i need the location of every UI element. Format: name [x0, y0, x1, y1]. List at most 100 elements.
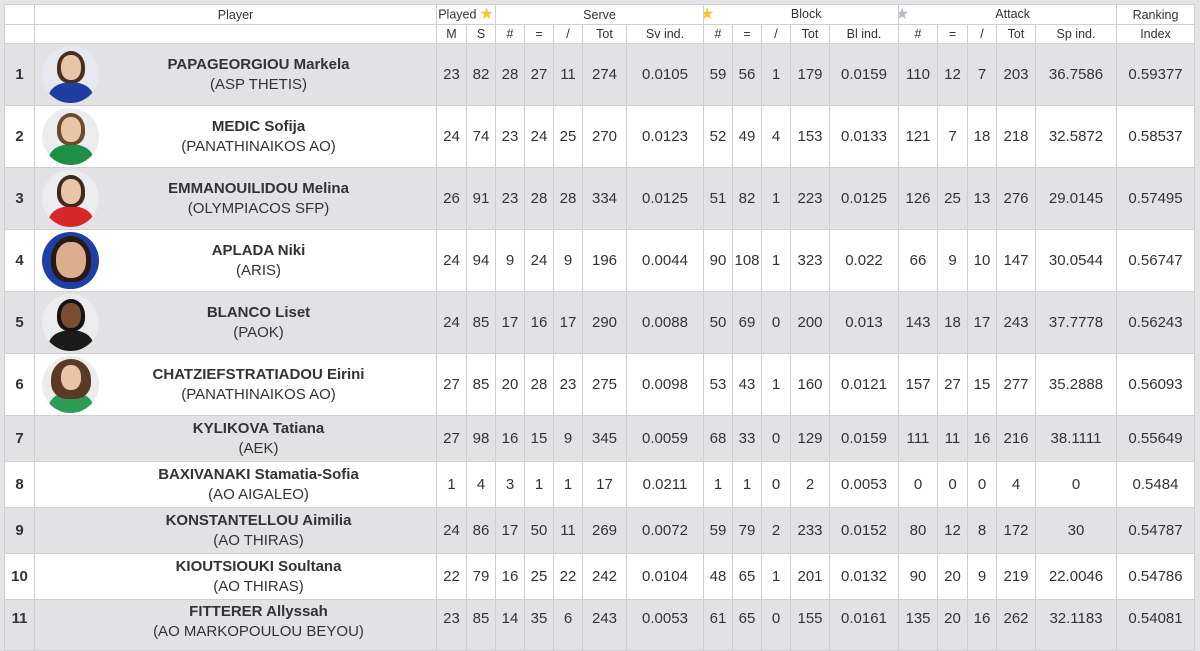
stat-at-eq: 7	[937, 105, 968, 168]
player-name[interactable]: KIOUTSIOUKI Soultana	[175, 557, 342, 575]
stat-sv-tot: 269	[582, 507, 627, 554]
table-row[interactable]: 3 EMMANOUILIDOU Melina (OLYMPIACOS SFP) 26 9…	[4, 167, 1195, 230]
stat-at-eq: 20	[937, 553, 968, 600]
player-name[interactable]: EMMANOUILIDOU Melina	[168, 179, 349, 197]
player-name[interactable]: CHATZIEFSTRATIADOU Eirini	[152, 365, 365, 383]
stat-sv-eq: 28	[524, 353, 554, 416]
table-row[interactable]: 9 KONSTANTELLOU Aimilia (AO THIRAS) 24 86 17 5…	[4, 507, 1195, 554]
table-row[interactable]: 7 KYLIKOVA Tatiana (AEK) 27 98 16 15 9 345 0.0059…	[4, 415, 1195, 462]
stat-bl-tot: 201	[790, 553, 830, 600]
table-body: 1 PAPAGEORGIOU Markela (ASP THETIS) 23 82 28 2…	[4, 43, 1195, 651]
header-played[interactable]: Played ★	[436, 4, 496, 25]
table-row[interactable]: 10 KIOUTSIOUKI Soultana (AO THIRAS) 22 79 16 2…	[4, 553, 1195, 600]
subheader-s[interactable]: S	[466, 24, 496, 44]
stat-bl-tot: 160	[790, 353, 830, 416]
player-name[interactable]: PAPAGEORGIOU Markela	[167, 55, 350, 73]
subheader-attack-eq[interactable]: =	[937, 24, 968, 44]
player-name[interactable]: KYLIKOVA Tatiana	[192, 419, 325, 437]
header-block-label: Block	[790, 6, 822, 21]
stat-at-eq: 27	[937, 353, 968, 416]
stat-sv-ind: 0.0105	[626, 43, 704, 106]
stat-m: 22	[436, 553, 467, 600]
stat-sv-sl: 28	[553, 167, 583, 230]
header-block[interactable]: ★ Block	[703, 4, 899, 25]
player-cell[interactable]: EMMANOUILIDOU Melina (OLYMPIACOS SFP)	[34, 167, 437, 230]
stat-bl-ind: 0.0132	[829, 553, 899, 600]
subheader-serve-ind[interactable]: Sv ind.	[626, 24, 704, 44]
table-row[interactable]: 11 FITTERER Allyssah (AO MARKOPOULOU BEYOU…	[4, 599, 1195, 651]
stat-bl-ind: 0.0125	[829, 167, 899, 230]
stat-bl-ind: 0.013	[829, 291, 899, 354]
stat-bl-ind: 0.0159	[829, 415, 899, 462]
stat-m: 24	[436, 291, 467, 354]
stat-index: 0.54081	[1116, 599, 1195, 651]
player-name[interactable]: BAXIVANAKI Stamatia-Sofia	[158, 465, 359, 483]
stat-sv-eq: 24	[524, 105, 554, 168]
header-ranking[interactable]: Ranking	[1116, 4, 1195, 25]
stat-bl-ind: 0.0121	[829, 353, 899, 416]
player-cell[interactable]: KYLIKOVA Tatiana (AEK)	[34, 415, 437, 462]
subheader-attack-tot[interactable]: Tot	[996, 24, 1036, 44]
subheader-index[interactable]: Index	[1116, 24, 1195, 44]
table-row[interactable]: 2 MEDIC Sofija (PANATHINAIKOS AO) 24 74 23 24 2…	[4, 105, 1195, 168]
stat-at-sl: 7	[967, 43, 997, 106]
player-ranking-table: Player Played★ Serve ★Block ★Attack Rank…	[4, 4, 1195, 651]
player-photo	[41, 108, 99, 165]
subheader-block-hash[interactable]: #	[703, 24, 733, 44]
stat-at-sl: 13	[967, 167, 997, 230]
player-cell[interactable]: KIOUTSIOUKI Soultana (AO THIRAS)	[34, 553, 437, 600]
subheader-attack-ind[interactable]: Sp ind.	[1035, 24, 1117, 44]
stat-m: 24	[436, 229, 467, 292]
subheader-block-slash[interactable]: /	[761, 24, 791, 44]
rank-cell: 2	[4, 105, 35, 168]
stat-at-sl: 9	[967, 553, 997, 600]
stat-sv-tot: 242	[582, 553, 627, 600]
stat-bl-hash: 68	[703, 415, 733, 462]
player-name[interactable]: MEDIC Sofija	[211, 117, 306, 135]
stat-sv-tot: 275	[582, 353, 627, 416]
player-cell[interactable]: BAXIVANAKI Stamatia-Sofia (AO AIGALEO)	[34, 461, 437, 508]
player-cell[interactable]: CHATZIEFSTRATIADOU Eirini (PANATHINAIKOS …	[34, 353, 437, 416]
stat-at-tot: 218	[996, 105, 1036, 168]
header-serve[interactable]: Serve	[495, 4, 704, 25]
player-name[interactable]: KONSTANTELLOU Aimilia	[165, 511, 352, 529]
header-player[interactable]: Player	[34, 4, 437, 25]
stat-at-eq: 11	[937, 415, 968, 462]
subheader-block-ind[interactable]: Bl ind.	[829, 24, 899, 44]
player-photo	[41, 46, 99, 103]
player-name[interactable]: FITTERER Allyssah	[189, 603, 328, 620]
player-name[interactable]: APLADA Niki	[211, 241, 306, 259]
subheader-serve-hash[interactable]: #	[495, 24, 525, 44]
stat-at-tot: 243	[996, 291, 1036, 354]
table-row[interactable]: 6 CHATZIEFSTRATIADOU Eirini (PANATHINAIKOS…	[4, 353, 1195, 416]
stat-at-eq: 12	[937, 43, 968, 106]
player-cell[interactable]: KONSTANTELLOU Aimilia (AO THIRAS)	[34, 507, 437, 554]
table-row[interactable]: 5 BLANCO Liset (PAOK) 24 85 17 16 17 290 0.0088 50…	[4, 291, 1195, 354]
player-cell[interactable]: BLANCO Liset (PAOK)	[34, 291, 437, 354]
stat-s: 74	[466, 105, 496, 168]
rank-cell: 1	[4, 43, 35, 106]
table-row[interactable]: 1 PAPAGEORGIOU Markela (ASP THETIS) 23 82 28 2…	[4, 43, 1195, 106]
player-cell[interactable]: APLADA Niki (ARIS)	[34, 229, 437, 292]
subheader-attack-hash[interactable]: #	[898, 24, 938, 44]
stat-at-hash: 80	[898, 507, 938, 554]
player-name[interactable]: BLANCO Liset	[206, 303, 311, 321]
subheader-m[interactable]: M	[436, 24, 467, 44]
subheader-serve-slash[interactable]: /	[553, 24, 583, 44]
stat-m: 24	[436, 507, 467, 554]
stat-sv-eq: 1	[524, 461, 554, 508]
player-cell[interactable]: FITTERER Allyssah (AO MARKOPOULOU BEYOU)	[34, 599, 437, 651]
subheader-serve-tot[interactable]: Tot	[582, 24, 627, 44]
table-row[interactable]: 4 APLADA Niki (ARIS) 24 94 9 24 9 196 0.0044 90 108…	[4, 229, 1195, 292]
stat-bl-eq: 43	[732, 353, 762, 416]
table-row[interactable]: 8 BAXIVANAKI Stamatia-Sofia (AO AIGALEO) 1 4…	[4, 461, 1195, 508]
subheader-serve-eq[interactable]: =	[524, 24, 554, 44]
player-cell[interactable]: MEDIC Sofija (PANATHINAIKOS AO)	[34, 105, 437, 168]
player-cell[interactable]: PAPAGEORGIOU Markela (ASP THETIS)	[34, 43, 437, 106]
subheader-attack-slash[interactable]: /	[967, 24, 997, 44]
subheader-block-tot[interactable]: Tot	[790, 24, 830, 44]
header-attack[interactable]: ★ Attack	[898, 4, 1117, 25]
stat-at-eq: 25	[937, 167, 968, 230]
subheader-block-eq[interactable]: =	[732, 24, 762, 44]
rank-cell: 6	[4, 353, 35, 416]
